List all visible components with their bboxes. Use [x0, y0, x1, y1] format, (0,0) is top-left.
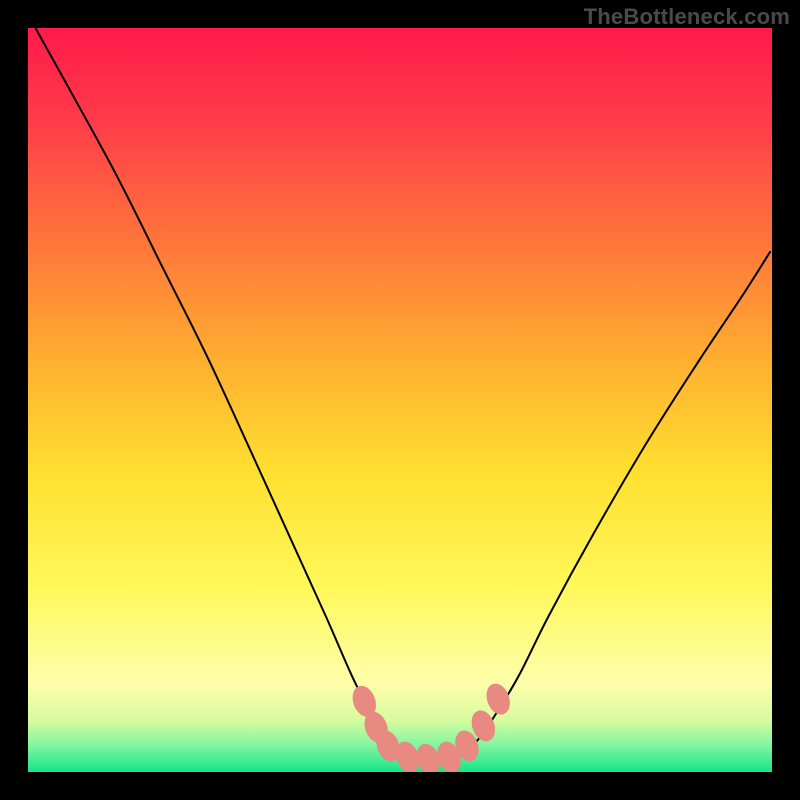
chart-frame: TheBottleneck.com [0, 0, 800, 800]
chart-plot-area [28, 28, 772, 772]
watermark-text: TheBottleneck.com [584, 4, 790, 30]
chart-svg [28, 28, 772, 772]
chart-background [28, 28, 772, 772]
